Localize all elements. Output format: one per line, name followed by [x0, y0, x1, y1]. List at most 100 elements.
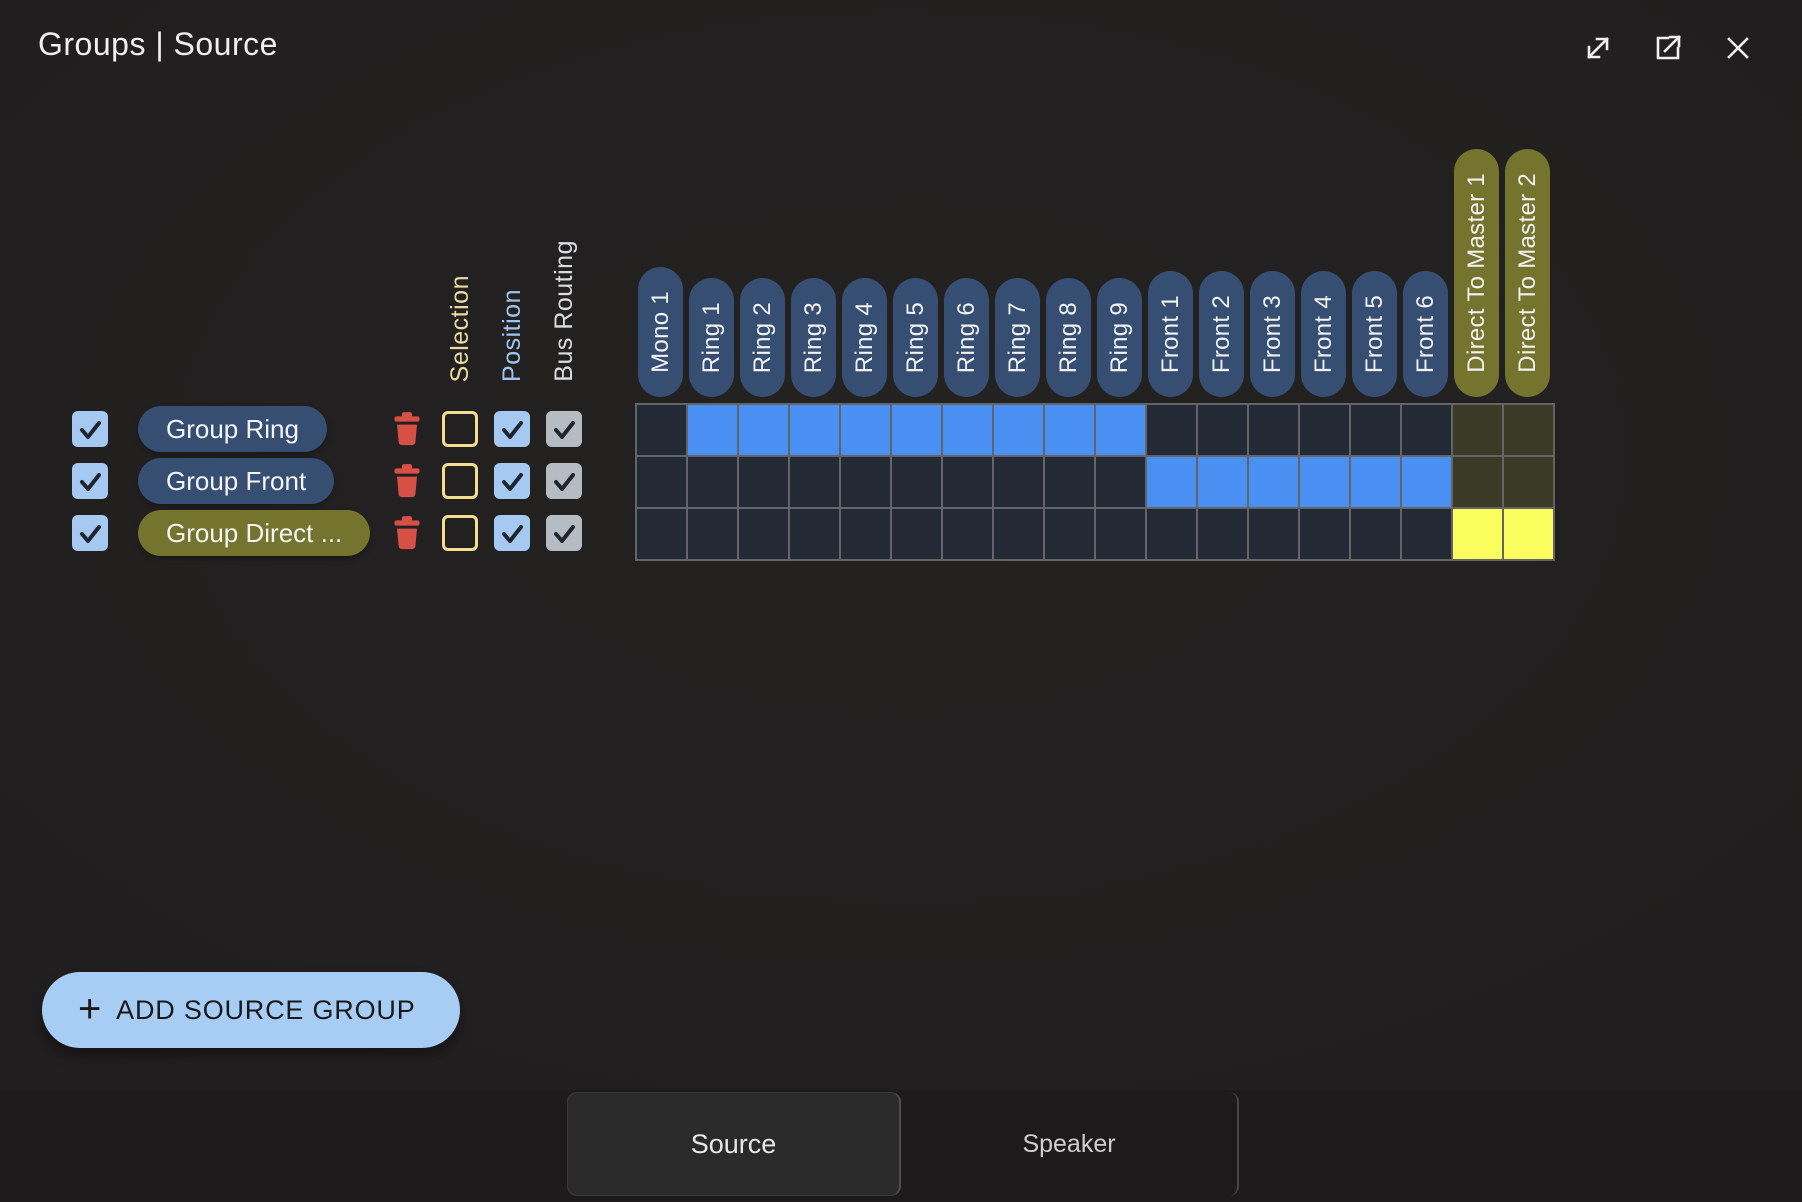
- matrix-cell-group-ring-ring-1[interactable]: [688, 405, 737, 455]
- close-button[interactable]: [1718, 28, 1758, 68]
- matrix-cell-group-front-direct-to-master-1[interactable]: [1453, 457, 1502, 507]
- matrix-cell-group-front-ring-1[interactable]: [688, 457, 737, 507]
- column-label-selection: Selection: [445, 274, 474, 382]
- matrix-cell-group-direct-direct-to-master-2[interactable]: [1504, 509, 1553, 559]
- add-source-group-button[interactable]: + ADD SOURCE GROUP: [42, 972, 460, 1048]
- matrix-cell-group-front-front-6[interactable]: [1402, 457, 1451, 507]
- matrix-cell-group-direct-mono-1[interactable]: [637, 509, 686, 559]
- bus-routing-checkbox[interactable]: [546, 411, 582, 447]
- column-header-ring-7[interactable]: Ring 7: [995, 277, 1040, 397]
- check-icon: [80, 473, 101, 491]
- matrix-cell-group-direct-front-2[interactable]: [1198, 509, 1247, 559]
- delete-group-button[interactable]: [390, 515, 424, 553]
- group-pill-group-direct[interactable]: Group Direct ...: [138, 510, 371, 556]
- matrix-cell-group-front-front-2[interactable]: [1198, 457, 1247, 507]
- column-header-ring-4[interactable]: Ring 4: [842, 277, 887, 397]
- matrix-cell-group-ring-front-6[interactable]: [1402, 405, 1451, 455]
- matrix-cell-group-front-direct-to-master-2[interactable]: [1504, 457, 1553, 507]
- matrix-cell-group-ring-front-4[interactable]: [1300, 405, 1349, 455]
- group-pill-group-front[interactable]: Group Front: [138, 458, 335, 504]
- matrix-cell-group-front-ring-6[interactable]: [943, 457, 992, 507]
- matrix-cell-group-ring-mono-1[interactable]: [637, 405, 686, 455]
- column-header-ring-3[interactable]: Ring 3: [791, 277, 836, 397]
- column-header-ring-5[interactable]: Ring 5: [893, 277, 938, 397]
- tab-source[interactable]: Source: [567, 1092, 901, 1196]
- column-header-ring-8[interactable]: Ring 8: [1046, 277, 1091, 397]
- matrix-cell-group-direct-ring-2[interactable]: [739, 509, 788, 559]
- group-enable-checkbox[interactable]: [72, 515, 108, 551]
- matrix-cell-group-front-ring-7[interactable]: [994, 457, 1043, 507]
- matrix-cell-group-direct-front-1[interactable]: [1147, 509, 1196, 559]
- column-header-front-2[interactable]: Front 2: [1199, 270, 1244, 397]
- matrix-cell-group-direct-front-4[interactable]: [1300, 509, 1349, 559]
- matrix-cell-group-direct-front-3[interactable]: [1249, 509, 1298, 559]
- tab-speaker[interactable]: Speaker: [901, 1092, 1239, 1196]
- matrix-cell-group-direct-front-6[interactable]: [1402, 509, 1451, 559]
- matrix-cell-group-direct-front-5[interactable]: [1351, 509, 1400, 559]
- matrix-cell-group-ring-front-2[interactable]: [1198, 405, 1247, 455]
- delete-group-button[interactable]: [390, 411, 424, 449]
- position-checkbox[interactable]: [494, 463, 530, 499]
- column-header-mono-1[interactable]: Mono 1: [638, 267, 683, 397]
- matrix-cell-group-ring-ring-6[interactable]: [943, 405, 992, 455]
- routing-matrix: [635, 403, 1555, 561]
- matrix-cell-group-ring-direct-to-master-2[interactable]: [1504, 405, 1553, 455]
- column-header-front-5[interactable]: Front 5: [1352, 270, 1397, 397]
- group-pill-group-ring[interactable]: Group Ring: [138, 406, 327, 452]
- matrix-cell-group-direct-ring-9[interactable]: [1096, 509, 1145, 559]
- group-enable-checkbox[interactable]: [72, 463, 108, 499]
- matrix-cell-group-direct-direct-to-master-1[interactable]: [1453, 509, 1502, 559]
- matrix-cell-group-front-ring-3[interactable]: [790, 457, 839, 507]
- bus-routing-checkbox[interactable]: [546, 463, 582, 499]
- matrix-cell-group-front-ring-8[interactable]: [1045, 457, 1094, 507]
- column-header-front-1[interactable]: Front 1: [1148, 270, 1193, 397]
- matrix-cell-group-ring-front-1[interactable]: [1147, 405, 1196, 455]
- matrix-cell-group-front-front-1[interactable]: [1147, 457, 1196, 507]
- matrix-cell-group-ring-direct-to-master-1[interactable]: [1453, 405, 1502, 455]
- matrix-cell-group-ring-front-3[interactable]: [1249, 405, 1298, 455]
- matrix-cell-group-direct-ring-3[interactable]: [790, 509, 839, 559]
- matrix-cell-group-direct-ring-4[interactable]: [841, 509, 890, 559]
- matrix-cell-group-front-front-5[interactable]: [1351, 457, 1400, 507]
- matrix-cell-group-direct-ring-5[interactable]: [892, 509, 941, 559]
- column-header-front-4[interactable]: Front 4: [1301, 270, 1346, 397]
- selection-checkbox[interactable]: [442, 515, 478, 551]
- column-header-ring-1[interactable]: Ring 1: [689, 277, 734, 397]
- matrix-cell-group-direct-ring-6[interactable]: [943, 509, 992, 559]
- matrix-cell-group-direct-ring-7[interactable]: [994, 509, 1043, 559]
- column-header-direct-to-master-2[interactable]: Direct To Master 2: [1505, 149, 1550, 397]
- column-header-ring-6[interactable]: Ring 6: [944, 277, 989, 397]
- matrix-cell-group-front-ring-4[interactable]: [841, 457, 890, 507]
- expand-button[interactable]: [1578, 28, 1618, 68]
- column-header-front-3[interactable]: Front 3: [1250, 270, 1295, 397]
- matrix-cell-group-ring-ring-3[interactable]: [790, 405, 839, 455]
- matrix-cell-group-ring-ring-9[interactable]: [1096, 405, 1145, 455]
- matrix-cell-group-ring-ring-2[interactable]: [739, 405, 788, 455]
- matrix-cell-group-front-front-4[interactable]: [1300, 457, 1349, 507]
- matrix-cell-group-front-ring-9[interactable]: [1096, 457, 1145, 507]
- matrix-cell-group-front-ring-2[interactable]: [739, 457, 788, 507]
- matrix-cell-group-front-ring-5[interactable]: [892, 457, 941, 507]
- matrix-cell-group-front-front-3[interactable]: [1249, 457, 1298, 507]
- matrix-cell-group-ring-ring-8[interactable]: [1045, 405, 1094, 455]
- matrix-cell-group-ring-ring-4[interactable]: [841, 405, 890, 455]
- column-header-ring-9[interactable]: Ring 9: [1097, 277, 1142, 397]
- matrix-cell-group-direct-ring-8[interactable]: [1045, 509, 1094, 559]
- matrix-cell-group-ring-ring-5[interactable]: [892, 405, 941, 455]
- option-column-labels: Selection Position Bus Routing: [434, 0, 590, 382]
- open-in-new-window-button[interactable]: [1648, 28, 1688, 68]
- bus-routing-checkbox[interactable]: [546, 515, 582, 551]
- group-enable-checkbox[interactable]: [72, 411, 108, 447]
- delete-group-button[interactable]: [390, 463, 424, 501]
- column-header-ring-2[interactable]: Ring 2: [740, 277, 785, 397]
- selection-checkbox[interactable]: [442, 411, 478, 447]
- matrix-cell-group-ring-ring-7[interactable]: [994, 405, 1043, 455]
- column-header-front-6[interactable]: Front 6: [1403, 270, 1448, 397]
- position-checkbox[interactable]: [494, 515, 530, 551]
- position-checkbox[interactable]: [494, 411, 530, 447]
- selection-checkbox[interactable]: [442, 463, 478, 499]
- column-header-direct-to-master-1[interactable]: Direct To Master 1: [1454, 149, 1499, 397]
- matrix-cell-group-front-mono-1[interactable]: [637, 457, 686, 507]
- matrix-cell-group-direct-ring-1[interactable]: [688, 509, 737, 559]
- matrix-cell-group-ring-front-5[interactable]: [1351, 405, 1400, 455]
